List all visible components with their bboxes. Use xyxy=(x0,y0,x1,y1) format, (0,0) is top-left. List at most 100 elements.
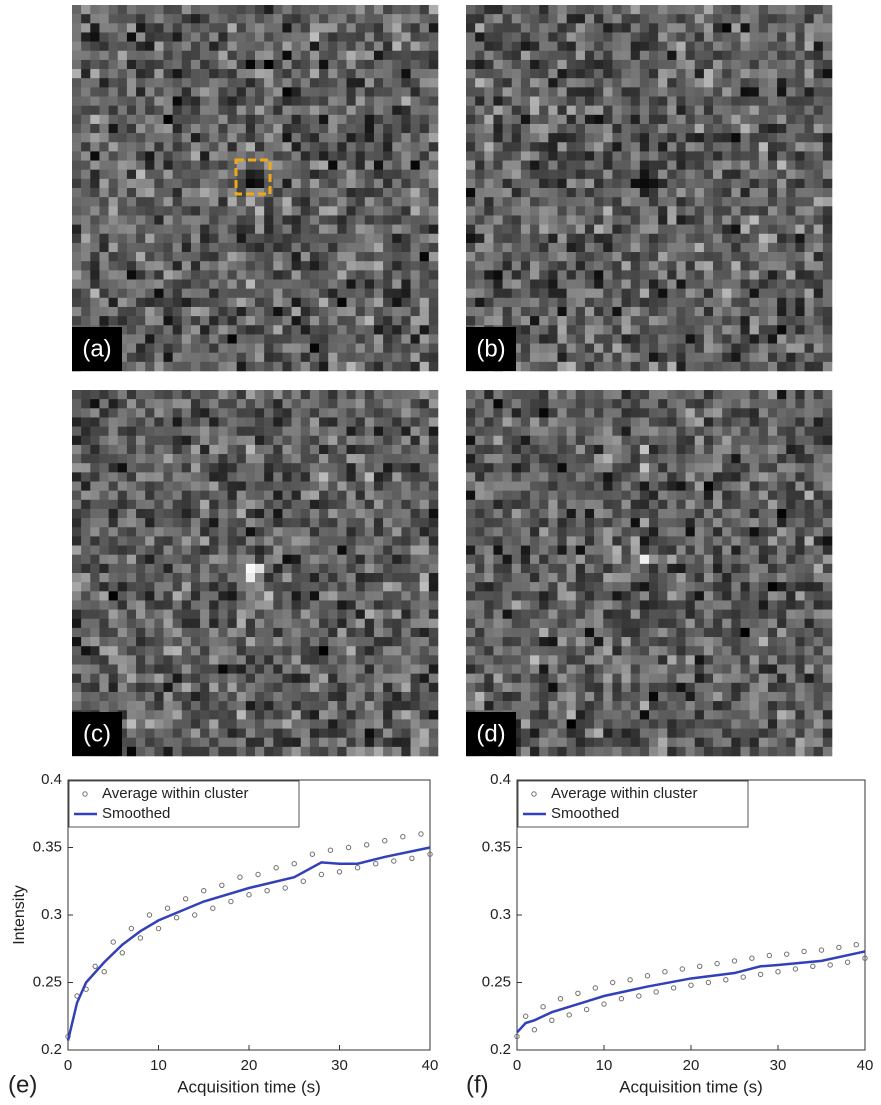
pixel xyxy=(273,161,282,170)
pixel xyxy=(118,390,127,399)
pixel xyxy=(356,188,365,197)
image-label: (b) xyxy=(476,335,505,362)
pixel xyxy=(676,161,685,170)
pixel xyxy=(503,225,512,234)
pixel xyxy=(81,23,90,32)
pixel xyxy=(539,307,548,316)
pixel xyxy=(273,124,282,133)
pixel xyxy=(264,445,273,454)
pixel xyxy=(658,179,667,188)
pixel xyxy=(164,472,173,481)
pixel xyxy=(805,161,814,170)
pixel xyxy=(328,646,337,655)
pixel xyxy=(237,683,246,692)
pixel xyxy=(420,87,429,96)
pixel xyxy=(786,69,795,78)
pixel xyxy=(255,692,264,701)
pixel xyxy=(576,390,585,399)
pixel xyxy=(383,491,392,500)
pixel xyxy=(310,142,319,151)
pixel xyxy=(319,316,328,325)
pixel xyxy=(72,646,81,655)
pixel xyxy=(292,417,301,426)
pixel xyxy=(218,252,227,261)
pixel xyxy=(301,289,310,298)
pixel xyxy=(484,206,493,215)
pixel xyxy=(759,188,768,197)
pixel xyxy=(310,234,319,243)
pixel xyxy=(173,591,182,600)
pixel xyxy=(264,225,273,234)
pixel xyxy=(567,142,576,151)
pixel xyxy=(228,307,237,316)
pixel xyxy=(768,170,777,179)
pixel xyxy=(347,619,356,628)
pixel xyxy=(109,270,118,279)
pixel xyxy=(823,5,832,14)
pixel xyxy=(218,610,227,619)
pixel xyxy=(310,362,319,371)
pixel xyxy=(750,124,759,133)
pixel xyxy=(136,399,145,408)
pixel xyxy=(72,536,81,545)
pixel xyxy=(164,225,173,234)
pixel xyxy=(127,270,136,279)
pixel xyxy=(786,316,795,325)
pixel xyxy=(722,142,731,151)
pixel xyxy=(713,14,722,23)
pixel xyxy=(429,197,438,206)
pixel xyxy=(273,215,282,224)
pixel xyxy=(173,362,182,371)
pixel xyxy=(365,683,374,692)
pixel xyxy=(695,289,704,298)
pixel xyxy=(200,215,209,224)
pixel xyxy=(173,555,182,564)
pixel xyxy=(356,692,365,701)
pixel xyxy=(823,270,832,279)
pixel xyxy=(209,289,218,298)
pixel xyxy=(182,225,191,234)
pixel xyxy=(282,417,291,426)
pixel xyxy=(356,719,365,728)
pixel xyxy=(164,546,173,555)
pixel xyxy=(585,298,594,307)
pixel xyxy=(209,738,218,747)
pixel xyxy=(411,399,420,408)
pixel xyxy=(282,78,291,87)
pixel xyxy=(292,436,301,445)
pixel xyxy=(667,133,676,142)
pixel xyxy=(695,390,704,399)
pixel xyxy=(136,353,145,362)
pixel xyxy=(145,97,154,106)
pixel xyxy=(109,417,118,426)
pixel xyxy=(182,344,191,353)
pixel xyxy=(750,325,759,334)
pixel xyxy=(136,206,145,215)
pixel xyxy=(164,463,173,472)
pixel xyxy=(401,32,410,41)
pixel xyxy=(127,518,136,527)
pixel xyxy=(374,234,383,243)
pixel xyxy=(374,491,383,500)
pixel xyxy=(640,206,649,215)
pixel xyxy=(200,51,209,60)
pixel xyxy=(640,334,649,343)
pixel xyxy=(374,399,383,408)
pixel xyxy=(768,151,777,160)
pixel xyxy=(493,390,502,399)
pixel xyxy=(337,610,346,619)
pixel xyxy=(99,298,108,307)
pixel xyxy=(558,362,567,371)
pixel xyxy=(420,234,429,243)
pixel xyxy=(823,60,832,69)
pixel xyxy=(145,390,154,399)
pixel xyxy=(411,454,420,463)
pixel xyxy=(164,674,173,683)
pixel xyxy=(282,133,291,142)
pixel xyxy=(548,307,557,316)
pixel xyxy=(109,97,118,106)
pixel xyxy=(805,87,814,96)
pixel xyxy=(282,747,291,756)
pixel xyxy=(237,665,246,674)
pixel xyxy=(401,280,410,289)
